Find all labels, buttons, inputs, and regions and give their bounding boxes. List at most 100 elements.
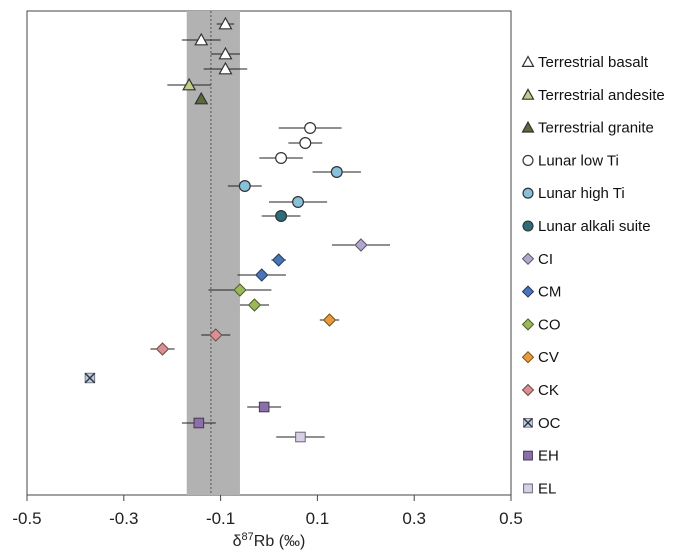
point-terrestrial-basalt [181, 32, 221, 46]
legend-label: CM [538, 284, 561, 301]
marker [299, 137, 312, 150]
legend-marker [523, 483, 533, 494]
legend: Terrestrial basalt Terrestrial andesite Te… [521, 54, 665, 497]
marker [194, 32, 209, 46]
legend-item-el: EL [523, 480, 556, 497]
point-lunar-low-ti [259, 152, 303, 165]
legend-item-ci: CI [521, 251, 553, 268]
legend-marker [522, 154, 534, 166]
marker [209, 328, 223, 342]
point-terrestrial-basalt [203, 61, 248, 75]
point-cv [319, 313, 340, 327]
point-ck [201, 328, 231, 342]
legend-marker [521, 55, 535, 68]
marker [271, 253, 286, 267]
legend-label: CI [538, 251, 553, 268]
legend-label: Lunar high Ti [538, 185, 625, 202]
x-tick-label: -0.3 [109, 509, 138, 528]
legend-marker [521, 88, 535, 100]
marker [255, 268, 269, 282]
marker [155, 342, 170, 356]
legend-label: CV [538, 349, 559, 366]
legend-item-lunar-low-ti: Lunar low Ti [522, 152, 619, 169]
legend-label: EL [538, 480, 556, 497]
legend-marker [521, 285, 535, 298]
marker [258, 401, 270, 413]
point-co [239, 298, 269, 312]
point-oc [84, 372, 96, 384]
legend-item-terrestrial-andesite: Terrestrial andesite [521, 87, 665, 104]
x-tick-label: 0.1 [306, 509, 330, 528]
legend-label: Terrestrial basalt [538, 54, 649, 71]
legend-item-co: CO [521, 316, 561, 333]
point-cm [237, 268, 286, 282]
data-marks [84, 16, 390, 443]
point-co [208, 283, 272, 297]
point-terrestrial-granite [194, 91, 209, 105]
legend-label: EH [538, 448, 559, 465]
x-axis: -0.5 -0.3 -0.1 0.1 0.3 0.5 [12, 495, 523, 528]
point-eh [181, 417, 216, 429]
marker [182, 77, 197, 91]
legend-item-cm: CM [521, 284, 561, 301]
plot-frame [26, 10, 512, 496]
point-lunar-high-ti [312, 166, 361, 179]
point-terrestrial-basalt [216, 16, 235, 30]
legend-item-eh: EH [523, 448, 559, 465]
x-axis-title: δ87Rb (‰) [233, 531, 306, 550]
legend-item-ck: CK [521, 382, 559, 399]
legend-marker [521, 252, 535, 266]
legend-item-terrestrial-basalt: Terrestrial basalt [521, 54, 649, 71]
legend-marker [522, 220, 534, 232]
marker [354, 238, 368, 252]
marker [218, 46, 233, 60]
legend-label: CK [538, 382, 559, 399]
point-lunar-alkali-suite [261, 210, 301, 223]
marker [194, 91, 209, 105]
legend-item-lunar-alkali-suite: Lunar alkali suite [522, 218, 651, 235]
marker [275, 210, 288, 223]
legend-marker [521, 120, 535, 133]
point-lunar-low-ti [288, 137, 323, 150]
marker [330, 166, 343, 179]
point-eh [247, 401, 282, 413]
point-terrestrial-basalt [210, 46, 240, 60]
marker [275, 152, 288, 165]
legend-item-oc: OC [523, 415, 561, 432]
marker [304, 121, 317, 134]
legend-marker [521, 318, 535, 331]
point-lunar-high-ti [227, 180, 262, 193]
x-tick-label: -0.5 [12, 509, 41, 528]
marker [292, 196, 305, 209]
marker [238, 180, 251, 193]
x-tick-label: 0.3 [402, 509, 426, 528]
x-tick-label: 0.5 [499, 509, 523, 528]
legend-item-terrestrial-granite: Terrestrial granite [521, 120, 654, 137]
point-cm [271, 253, 286, 267]
marker [322, 313, 337, 327]
legend-label: Terrestrial granite [538, 120, 654, 137]
legend-marker [522, 187, 534, 199]
marker [218, 61, 233, 75]
legend-label: CO [538, 316, 561, 333]
legend-label: Lunar low Ti [538, 152, 619, 169]
point-el [276, 431, 325, 443]
legend-item-lunar-high-ti: Lunar high Ti [522, 185, 625, 202]
marker [295, 431, 306, 443]
legend-label: Terrestrial andesite [538, 87, 665, 104]
x-tick-label: -0.1 [206, 509, 235, 528]
marker [233, 283, 247, 297]
legend-label: Lunar alkali suite [538, 218, 651, 235]
legend-label: OC [538, 415, 561, 432]
point-terrestrial-andesite [167, 77, 211, 91]
point-ci [331, 238, 390, 252]
point-ck [150, 342, 175, 356]
marker [193, 417, 205, 429]
marker [218, 16, 233, 30]
point-lunar-high-ti [269, 196, 328, 209]
legend-marker [523, 450, 533, 461]
legend-marker [521, 350, 535, 364]
reference-band [186, 11, 240, 495]
point-lunar-low-ti [278, 121, 342, 134]
